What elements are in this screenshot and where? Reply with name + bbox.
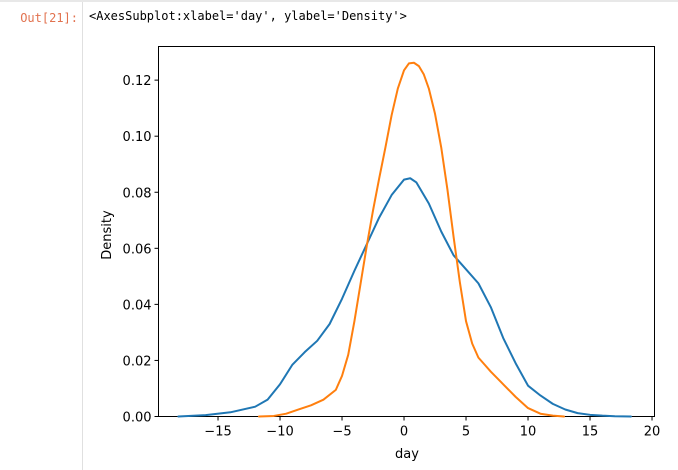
y-tick-label: 0.00: [123, 411, 152, 426]
y-tick-label: 0.04: [123, 298, 152, 313]
y-tick-label: 0.02: [123, 354, 152, 369]
output-area: <AxesSubplot:xlabel='day', ylabel='Densi…: [82, 2, 678, 470]
x-tick-label: 20: [644, 425, 661, 440]
y-tick-label: 0.12: [123, 74, 152, 89]
x-tick-label: −10: [266, 425, 293, 440]
y-tick-label: 0.10: [123, 130, 152, 145]
cell-top-divider: [0, 0, 678, 2]
y-tick-label: 0.06: [123, 242, 152, 257]
kde-density-chart: −15 −10 −5 0 5 10 15 20 0.00 0.02 0.04 0.06 0.08 0.10…: [100, 46, 661, 462]
x-axis-label: day: [395, 447, 419, 462]
x-tick-label: 5: [462, 425, 470, 440]
x-tick-label: 10: [520, 425, 537, 440]
density-line-blue: [177, 177, 632, 418]
output-prompt: Out[21]:: [20, 11, 78, 25]
density-line-orange: [257, 61, 565, 418]
x-tick-label: −15: [204, 425, 231, 440]
series-layer: [177, 61, 632, 418]
tick-layer: −15 −10 −5 0 5 10 15 20 0.00 0.02 0.04 0.06 0.08 0.10…: [123, 74, 661, 439]
x-tick-label: 15: [582, 425, 599, 440]
x-tick-label: 0: [400, 425, 408, 440]
x-tick-label: −5: [332, 425, 351, 440]
y-tick-label: 0.08: [123, 186, 152, 201]
y-axis-label: Density: [100, 210, 115, 260]
output-repr-text[interactable]: <AxesSubplot:xlabel='day', ylabel='Densi…: [89, 9, 407, 23]
prompt-gutter: Out[21]:: [0, 2, 82, 470]
plot-area-frame: [158, 46, 655, 417]
